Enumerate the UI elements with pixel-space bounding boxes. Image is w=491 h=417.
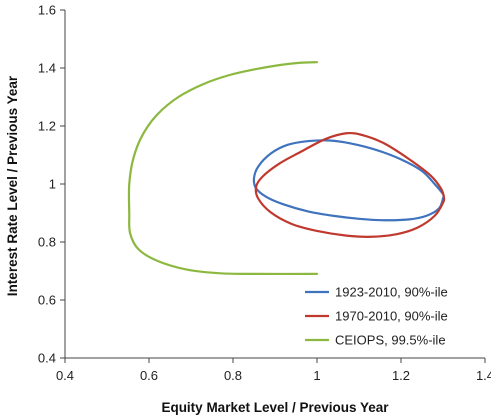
series-ceiops-curve [127, 61, 319, 276]
series-layer [127, 61, 446, 276]
y-tick-label: 1.6 [38, 3, 56, 18]
x-tick-label: 0.4 [56, 368, 74, 383]
series-1970-2010-curve [254, 131, 446, 238]
x-tick-label: 1.2 [392, 368, 410, 383]
legend-label: 1970-2010, 90%-ile [335, 309, 448, 324]
y-tick-label: 0.4 [38, 351, 56, 366]
x-tick-label: 1.4 [476, 368, 491, 383]
y-tick-label: 1.2 [38, 119, 56, 134]
legend-item-1923-2010: 1923-2010, 90%-ile [305, 285, 448, 300]
legend: 1923-2010, 90%-ile 1970-2010, 90%-ile CEIO… [305, 285, 448, 348]
x-tick-label: 0.6 [140, 368, 158, 383]
x-tick-label: 0.8 [224, 368, 242, 383]
legend-item-1970-2010: 1970-2010, 90%-ile [305, 309, 448, 324]
x-axis-label: Equity Market Level / Previous Year [161, 400, 389, 415]
y-tick-label: 1.4 [38, 61, 56, 76]
y-tick-label: 1 [49, 177, 56, 192]
y-tick-label: 0.6 [38, 293, 56, 308]
x-tick-label: 1 [313, 368, 320, 383]
series-1923-2010-curve [252, 139, 445, 222]
legend-item-ceiops: CEIOPS, 99.5%-ile [305, 333, 446, 348]
axes: 0.4 0.6 0.8 1 1.2 1.4 0.4 0.6 0.8 1 1.2 1.4 1.6 [38, 3, 491, 384]
legend-label: CEIOPS, 99.5%-ile [335, 333, 446, 348]
legend-label: 1923-2010, 90%-ile [335, 285, 448, 300]
y-axis-label: Interest Rate Level / Previous Year [5, 75, 20, 296]
y-tick-label: 0.8 [38, 235, 56, 250]
